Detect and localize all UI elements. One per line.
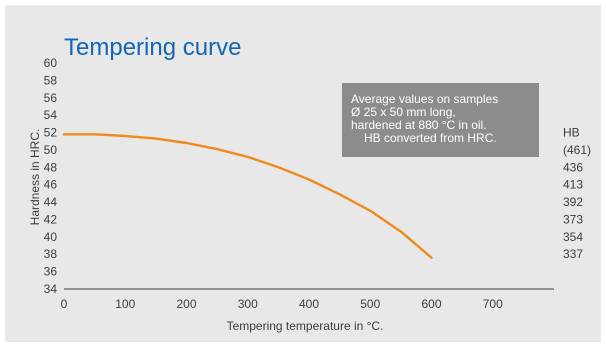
y-tick-label: 56 [44, 91, 58, 105]
y-tick-label: 36 [44, 265, 58, 279]
x-tick-label: 500 [360, 297, 380, 311]
y-tick-label: 38 [44, 247, 58, 261]
y-tick-labels: 34 36 38 40 42 44 46 48 50 52 54 56 58 60 [44, 56, 58, 296]
annotation-line: Average values on samples [351, 92, 498, 106]
y-tick-label: 54 [44, 108, 58, 122]
y-tick-label: 46 [44, 178, 58, 192]
tempering-curve-line [62, 133, 433, 259]
x-tick-label: 200 [176, 297, 196, 311]
hb-axis-label: HB [563, 126, 580, 140]
hb-tick-label: 392 [563, 195, 583, 209]
annotation-line: Ø 25 x 50 mm long, [351, 105, 456, 119]
series-group [62, 133, 433, 259]
hb-tick-label: (461) [563, 143, 591, 157]
x-tick-label: 0 [61, 297, 68, 311]
y-tick-label: 52 [44, 126, 58, 140]
y-tick-label: 40 [44, 230, 58, 244]
y-tick-label: 48 [44, 160, 58, 174]
y-tick-label: 42 [44, 212, 58, 226]
y-axis-label: Hardness in HRC. [28, 129, 42, 226]
annotation-line: HB converted from HRC. [364, 131, 497, 145]
hb-tick-label: 337 [563, 247, 583, 261]
y-tick-label: 60 [44, 56, 58, 70]
annotation-line: hardened at 880 °C in oil. [351, 118, 487, 132]
y-tick-label: 34 [44, 282, 58, 296]
y-tick-label: 58 [44, 73, 58, 87]
annotation-background [342, 83, 539, 157]
hb-tick-label: 436 [563, 160, 583, 174]
chart-title: Tempering curve [64, 34, 241, 61]
x-axis-label: Tempering temperature in °C. [227, 319, 384, 333]
hb-tick-label: 373 [563, 212, 583, 226]
x-tick-label: 400 [299, 297, 319, 311]
chart-figure: Tempering curve Hardness in HRC. Temperi… [5, 5, 601, 342]
x-tick-label: 100 [115, 297, 135, 311]
x-tick-label: 300 [238, 297, 258, 311]
y-tick-label: 44 [44, 195, 58, 209]
x-tick-label: 600 [421, 297, 441, 311]
x-tick-label: 700 [483, 297, 503, 311]
x-tick-labels: 0 100 200 300 400 500 600 700 [61, 297, 503, 311]
chart-svg: Tempering curve Hardness in HRC. Temperi… [28, 34, 591, 333]
hb-axis: HB (461) 436 413 392 373 354 337 [563, 126, 591, 262]
y-tick-label: 50 [44, 143, 58, 157]
hb-tick-label: 413 [563, 178, 583, 192]
hb-tick-label: 354 [563, 230, 583, 244]
